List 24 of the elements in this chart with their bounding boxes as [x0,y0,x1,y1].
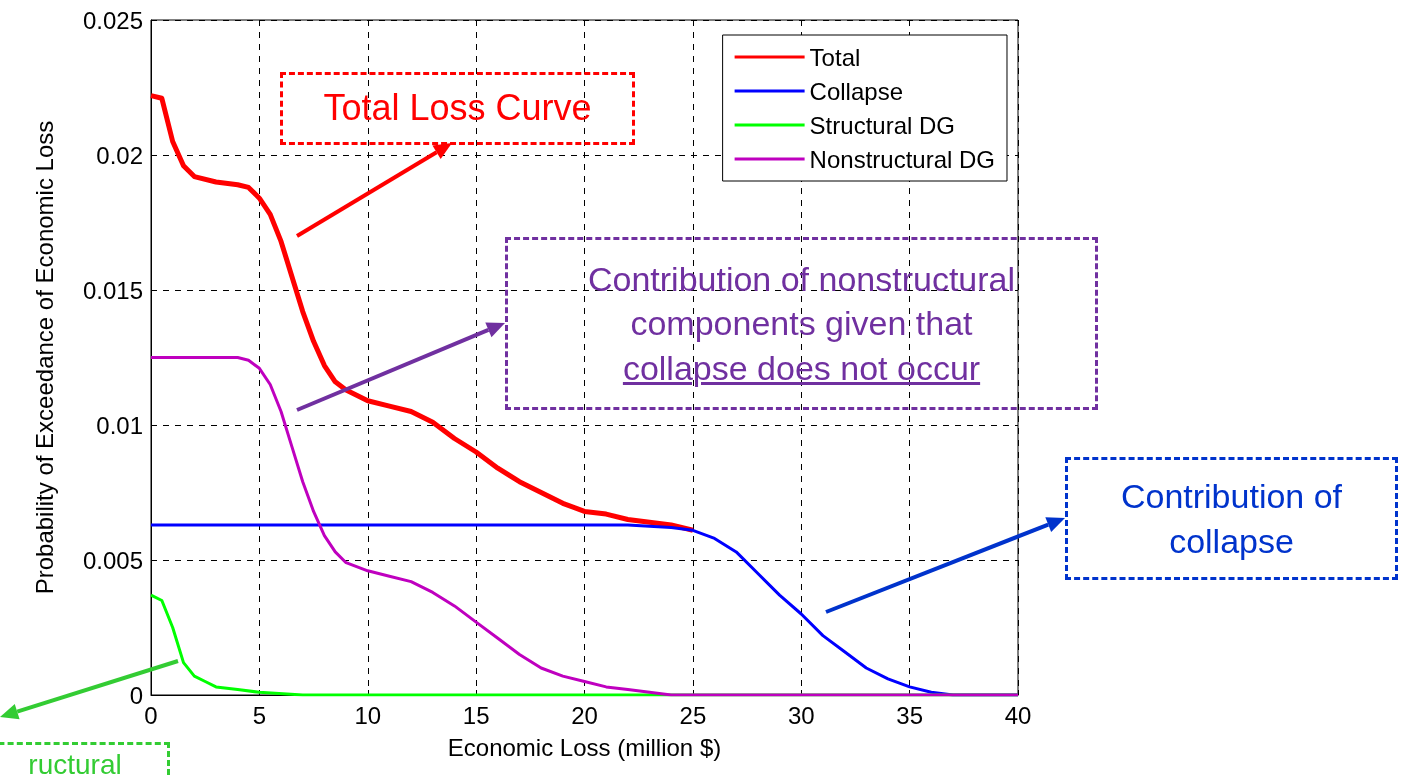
annotation: Contribution of nonstructural components given that collapse does not occur [587,259,1016,389]
y-tick-label: 0.015 [82,276,143,304]
text: Contribution of collapse [1120,476,1343,562]
annotation: Total Loss Curve [323,86,592,131]
legend-label: Collapse [809,77,903,105]
y-tick-label: 0.01 [96,411,143,439]
x-axis-title: Economic Loss (million $) [447,733,722,761]
x-tick-label: 25 [679,701,707,729]
legend-label: Nonstructural DG [809,145,995,173]
y-tick-label: 0.02 [96,141,143,169]
text: ructural [28,748,122,776]
x-tick-label: 40 [1004,701,1032,729]
x-tick-label: 15 [462,701,490,729]
legend-label: Structural DG [809,111,955,139]
y-tick-label: 0.005 [82,546,143,574]
y-axis-title: Probability of Exceedance of Economic Loss [30,120,58,595]
y-tick-label: 0 [129,681,143,709]
y-tick-label: 0.025 [82,6,143,34]
x-tick-label: 5 [252,701,267,729]
x-tick-label: 20 [571,701,598,729]
legend-label: Total [809,43,861,71]
x-tick-label: 35 [896,701,923,729]
x-tick-label: 10 [354,701,382,729]
x-tick-label: 30 [787,701,815,729]
